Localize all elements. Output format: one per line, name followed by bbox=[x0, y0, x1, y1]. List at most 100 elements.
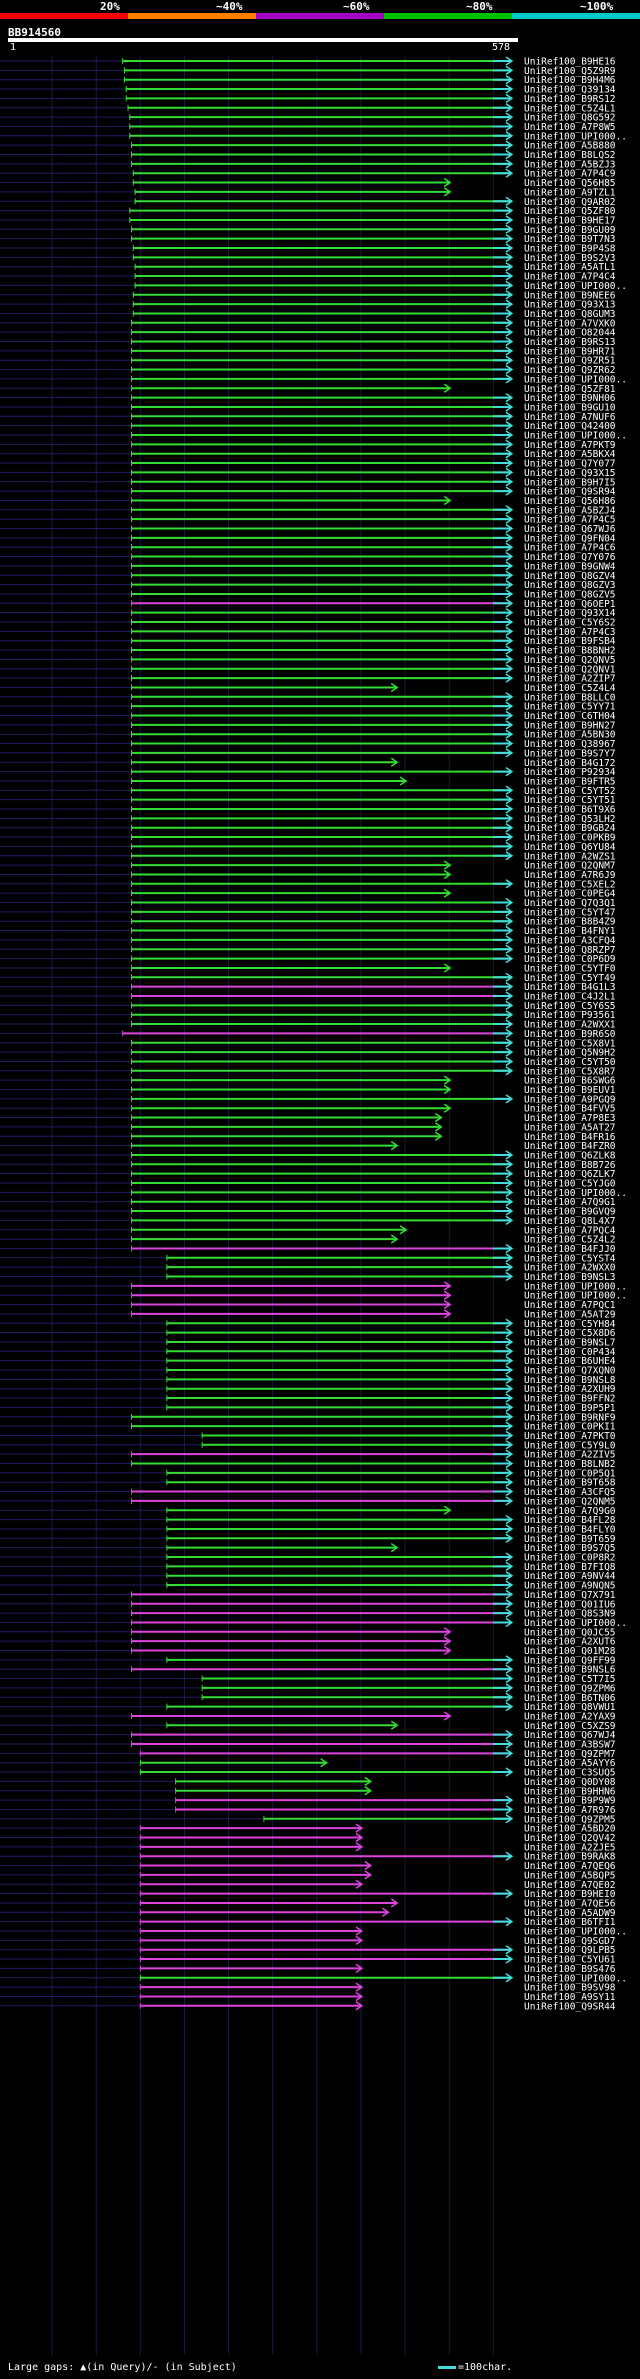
hit-label[interactable]: UniRef100_A5BQP5 bbox=[524, 1870, 616, 1881]
hit-label[interactable]: UniRef100_Q01IU6 bbox=[524, 1599, 616, 1610]
hit-label[interactable]: UniRef100_A5BZJ3 bbox=[524, 159, 616, 170]
hit-label[interactable]: UniRef100_C5Y9L0 bbox=[524, 1440, 616, 1451]
hit-label[interactable]: UniRef100_B9NSL3 bbox=[524, 1272, 616, 1283]
hit-label[interactable]: UniRef100_Q6ZLK8 bbox=[524, 1150, 616, 1161]
hit-label[interactable]: UniRef100_B6TFI1 bbox=[524, 1917, 616, 1928]
hit-label[interactable]: UniRef100_B4G172 bbox=[524, 758, 616, 769]
hit-label[interactable]: UniRef100_C5YT50 bbox=[524, 1057, 616, 1068]
hit-label[interactable]: UniRef100_B9RS13 bbox=[524, 337, 616, 348]
hit-label[interactable]: UniRef100_Q56H85 bbox=[524, 178, 616, 189]
hit-label[interactable]: UniRef100_Q7Y077 bbox=[524, 459, 616, 470]
hit-label[interactable]: UniRef100_Q56H86 bbox=[524, 496, 616, 507]
hit-label[interactable]: UniRef100_A5AYY6 bbox=[524, 1758, 616, 1769]
hit-label[interactable]: UniRef100_UPI000.. bbox=[524, 374, 627, 385]
hit-label[interactable]: UniRef100_UPI000.. bbox=[524, 1281, 627, 1292]
hit-label[interactable]: UniRef100_Q9ZPM7 bbox=[524, 1749, 616, 1760]
hit-label[interactable]: UniRef100_Q7Y076 bbox=[524, 552, 616, 563]
hit-label[interactable]: UniRef100_UPI000.. bbox=[524, 281, 627, 292]
hit-label[interactable]: UniRef100_C5YY71 bbox=[524, 702, 616, 713]
hit-label[interactable]: UniRef100_A9PGQ9 bbox=[524, 1094, 616, 1105]
hit-label[interactable]: UniRef100_B8LLC0 bbox=[524, 692, 616, 703]
hit-label[interactable]: UniRef100_Q8GUM3 bbox=[524, 309, 616, 320]
hit-label[interactable]: UniRef100_Q5N9H2 bbox=[524, 1048, 616, 1059]
hit-label[interactable]: UniRef100_B9S7Y7 bbox=[524, 748, 616, 759]
hit-label[interactable]: UniRef100_A5ADW9 bbox=[524, 1908, 616, 1919]
hit-label[interactable]: UniRef100_UPI000.. bbox=[524, 1188, 627, 1199]
hit-label[interactable]: UniRef100_C5Y6S2 bbox=[524, 618, 616, 629]
hit-label[interactable]: UniRef100_A5BD20 bbox=[524, 1824, 616, 1835]
hit-label[interactable]: UniRef100_C0P434 bbox=[524, 1347, 616, 1358]
hit-label[interactable]: UniRef100_B4FL28 bbox=[524, 1515, 616, 1526]
hit-label[interactable]: UniRef100_Q93X15 bbox=[524, 468, 616, 479]
hit-label[interactable]: UniRef100_P93561 bbox=[524, 1010, 616, 1021]
hit-label[interactable]: UniRef100_B9P5P1 bbox=[524, 1403, 616, 1414]
hit-label[interactable]: UniRef100_Q9AR02 bbox=[524, 197, 616, 208]
hit-label[interactable]: UniRef100_C5YJG0 bbox=[524, 1179, 616, 1190]
hit-label[interactable]: UniRef100_Q5ZF80 bbox=[524, 206, 616, 217]
hit-label[interactable]: UniRef100_C4J2L1 bbox=[524, 992, 616, 1003]
hit-label[interactable]: UniRef100_B9GU10 bbox=[524, 402, 616, 413]
hit-label[interactable]: UniRef100_A7P4C6 bbox=[524, 543, 616, 554]
hit-label[interactable]: UniRef100_B9SV98 bbox=[524, 1983, 616, 1994]
hit-label[interactable]: UniRef100_O82044 bbox=[524, 328, 616, 339]
hit-label[interactable]: UniRef100_C5YTF0 bbox=[524, 963, 616, 974]
hit-label[interactable]: UniRef100_C5Y6S5 bbox=[524, 1001, 616, 1012]
hit-label[interactable]: UniRef100_B9NEE6 bbox=[524, 290, 616, 301]
hit-label[interactable]: UniRef100_B9FTR5 bbox=[524, 776, 616, 787]
hit-label[interactable]: UniRef100_C6TH04 bbox=[524, 711, 616, 722]
hit-label[interactable]: UniRef100_B8B4Z9 bbox=[524, 917, 616, 928]
hit-label[interactable]: UniRef100_A9SY11 bbox=[524, 1992, 616, 2003]
hit-label[interactable]: UniRef100_Q39134 bbox=[524, 85, 616, 96]
hit-label[interactable]: UniRef100_B9P4S8 bbox=[524, 244, 616, 255]
hit-label[interactable]: UniRef100_Q8S3N9 bbox=[524, 1609, 616, 1620]
hit-label[interactable]: UniRef100_Q8GZV5 bbox=[524, 589, 616, 600]
hit-label[interactable]: UniRef100_A3BSW7 bbox=[524, 1740, 616, 1751]
hit-label[interactable]: UniRef100_C5XEL2 bbox=[524, 879, 616, 890]
hit-label[interactable]: UniRef100_A7P4C3 bbox=[524, 627, 616, 638]
hit-label[interactable]: UniRef100_C5Z4L1 bbox=[524, 103, 616, 114]
hit-label[interactable]: UniRef100_B9NH06 bbox=[524, 393, 616, 404]
hit-label[interactable]: UniRef100_B9S2V3 bbox=[524, 253, 616, 264]
hit-label[interactable]: UniRef100_Q6ZLK7 bbox=[524, 1169, 616, 1180]
hit-label[interactable]: UniRef100_B6T9X6 bbox=[524, 805, 616, 816]
hit-label[interactable]: UniRef100_A7PQC4 bbox=[524, 1225, 616, 1236]
hit-label[interactable]: UniRef100_Q6OEP1 bbox=[524, 599, 616, 610]
hit-label[interactable]: UniRef100_B9T659 bbox=[524, 1534, 616, 1545]
hit-label[interactable]: UniRef100_A7PKT0 bbox=[524, 1431, 616, 1442]
hit-label[interactable]: UniRef100_C5YH84 bbox=[524, 1319, 616, 1330]
hit-label[interactable]: UniRef100_A2ZIP7 bbox=[524, 674, 616, 685]
hit-label[interactable]: UniRef100_A2XUH9 bbox=[524, 1384, 616, 1395]
hit-label[interactable]: UniRef100_Q9LPB5 bbox=[524, 1945, 616, 1956]
hit-label[interactable]: UniRef100_UPI000.. bbox=[524, 1291, 627, 1302]
hit-label[interactable]: UniRef100_Q0DY08 bbox=[524, 1777, 616, 1788]
hit-label[interactable]: UniRef100_B9HE17 bbox=[524, 215, 616, 226]
hit-label[interactable]: UniRef100_A7QE02 bbox=[524, 1880, 616, 1891]
hit-label[interactable]: UniRef100_Q8RZP7 bbox=[524, 945, 616, 956]
hit-label[interactable]: UniRef100_B9HEI0 bbox=[524, 1889, 616, 1900]
hit-label[interactable]: UniRef100_Q9ZR51 bbox=[524, 356, 616, 367]
hit-label[interactable]: UniRef100_B9HR71 bbox=[524, 346, 616, 357]
hit-label[interactable]: UniRef100_C5YU61 bbox=[524, 1955, 616, 1966]
hit-label[interactable]: UniRef100_Q2QNM5 bbox=[524, 1496, 616, 1507]
hit-label[interactable]: UniRef100_A5AT29 bbox=[524, 1309, 616, 1320]
hit-label[interactable]: UniRef100_B9NSL6 bbox=[524, 1665, 616, 1676]
hit-label[interactable]: UniRef100_A7QE56 bbox=[524, 1898, 616, 1909]
hit-label[interactable]: UniRef100_A7PQC1 bbox=[524, 1300, 616, 1311]
hit-label[interactable]: UniRef100_Q01M28 bbox=[524, 1646, 616, 1657]
hit-label[interactable]: UniRef100_C5X8R7 bbox=[524, 1066, 616, 1077]
hit-label[interactable]: UniRef100_B9HN27 bbox=[524, 720, 616, 731]
hit-label[interactable]: UniRef100_Q9FF99 bbox=[524, 1655, 616, 1666]
hit-label[interactable]: UniRef100_B9H4M6 bbox=[524, 75, 616, 86]
hit-label[interactable]: UniRef100_A2WXX0 bbox=[524, 1263, 616, 1274]
hit-label[interactable]: UniRef100_C5Z4L2 bbox=[524, 1235, 616, 1246]
hit-label[interactable]: UniRef100_Q9ZR62 bbox=[524, 365, 616, 376]
hit-label[interactable]: UniRef100_B9GB24 bbox=[524, 823, 616, 834]
hit-label[interactable]: UniRef100_A7NUF6 bbox=[524, 412, 616, 423]
hit-label[interactable]: UniRef100_UPI000.. bbox=[524, 431, 627, 442]
hit-label[interactable]: UniRef100_B9R6S0 bbox=[524, 1029, 616, 1040]
hit-label[interactable]: UniRef100_A7P8E3 bbox=[524, 1113, 616, 1124]
hit-label[interactable]: UniRef100_C3SUQ5 bbox=[524, 1768, 616, 1779]
hit-label[interactable]: UniRef100_Q9ZPM5 bbox=[524, 1814, 616, 1825]
hit-label[interactable]: UniRef100_UPI000.. bbox=[524, 1973, 627, 1984]
hit-label[interactable]: UniRef100_A9TZL1 bbox=[524, 187, 616, 198]
